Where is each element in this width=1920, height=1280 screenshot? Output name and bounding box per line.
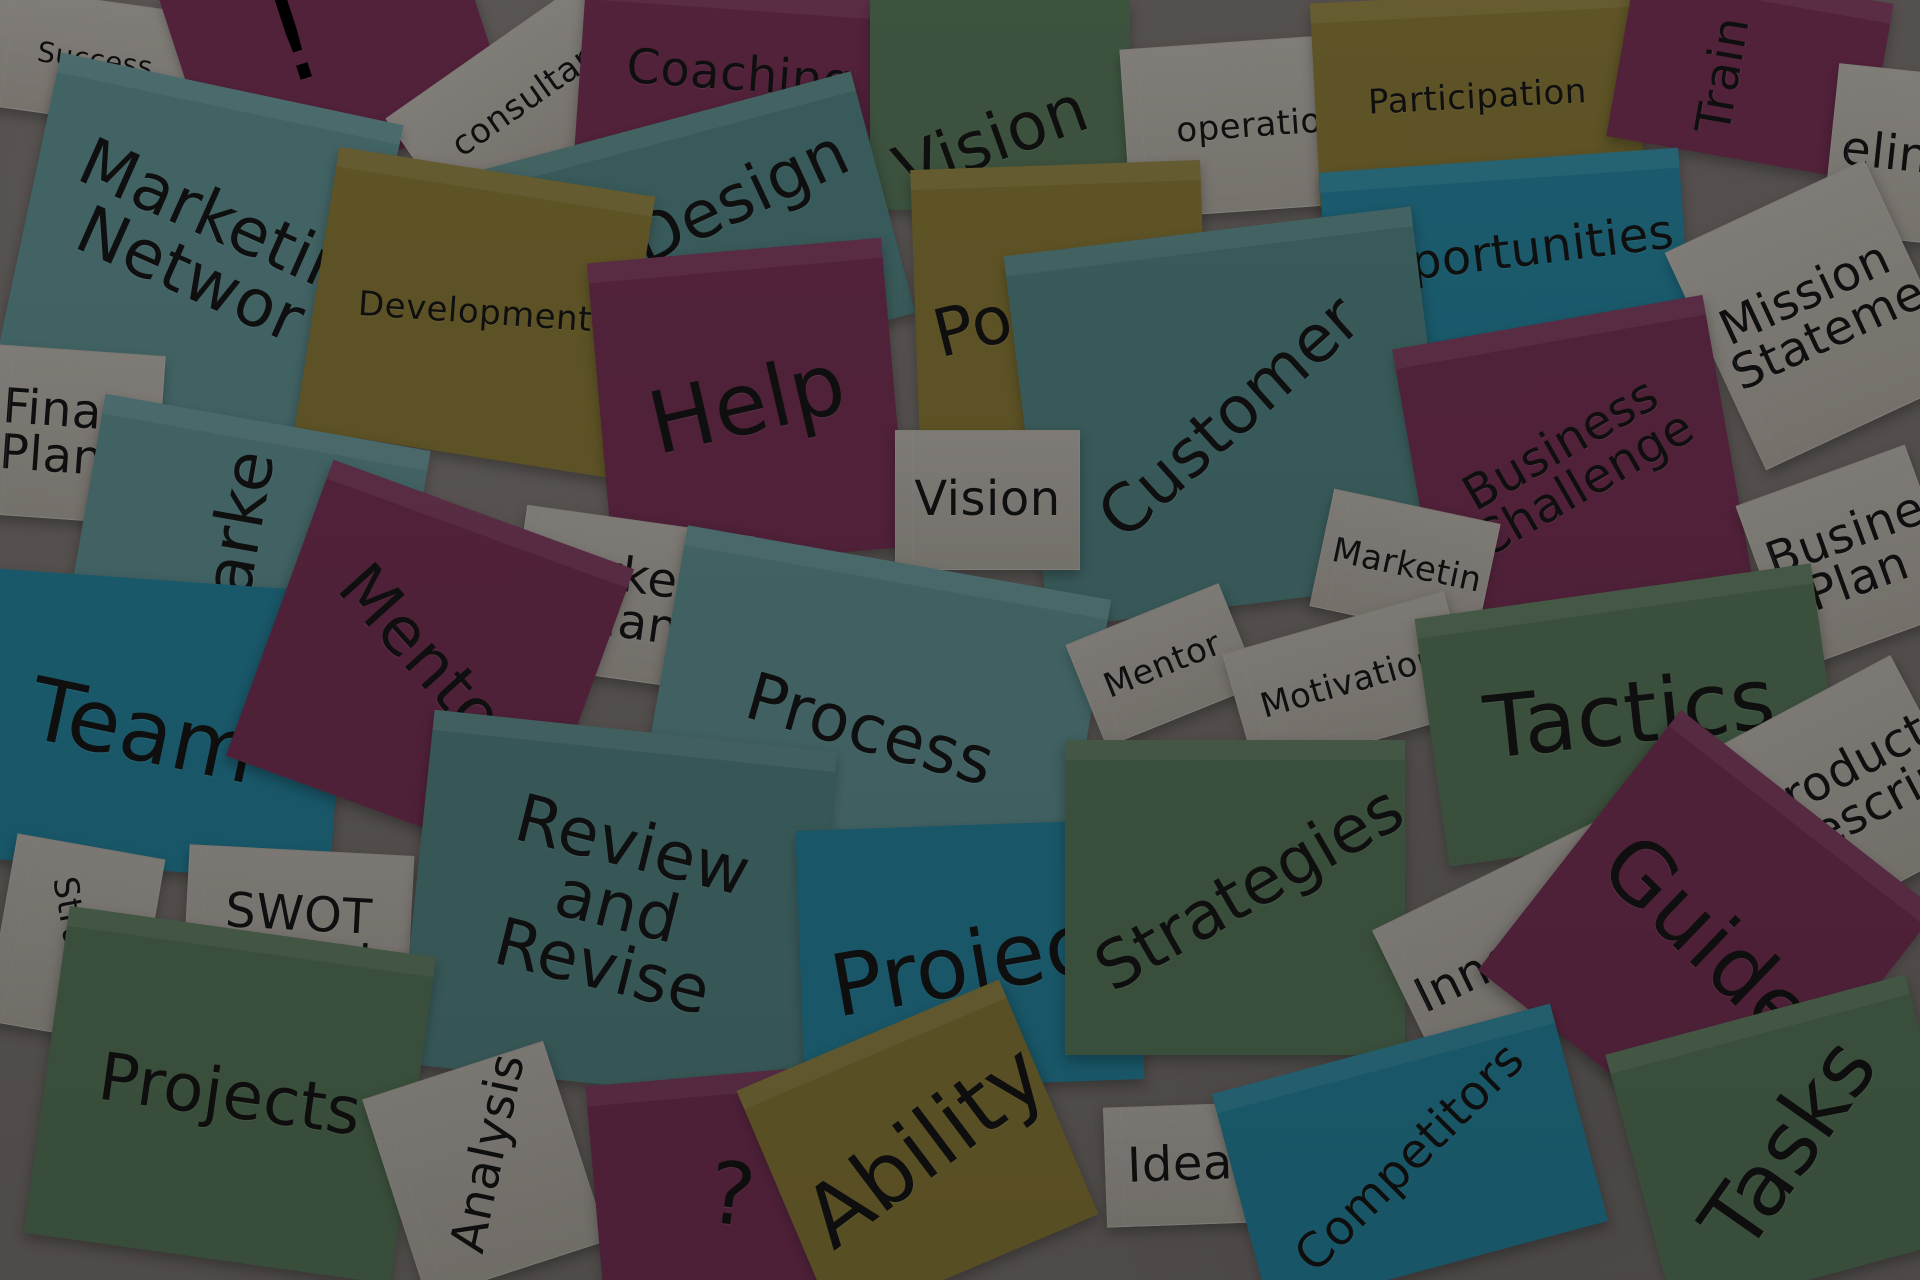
- participation-text: Participation: [1367, 71, 1588, 124]
- mission-statement-text: Mission Statement: [1710, 229, 1920, 403]
- help-text: Help: [639, 333, 856, 476]
- review-revise-text: Review and Revise: [487, 779, 758, 1032]
- tasks-text: Tasks: [1681, 1020, 1898, 1269]
- competitors-text: Competitors: [1283, 1030, 1536, 1280]
- analysis-text: Analysis: [439, 1048, 537, 1258]
- note-projects: Projects: [23, 905, 437, 1280]
- marketing-right-text: Marketin: [1328, 529, 1486, 601]
- training-text: Train: [1685, 12, 1761, 139]
- paper-vision-small: Vision: [895, 430, 1080, 570]
- vision-small-text: Vision: [914, 471, 1061, 528]
- note-strategies: Strategies: [1065, 740, 1417, 1055]
- mentor-small-text: Mentor: [1097, 623, 1227, 707]
- development-text: Development: [356, 284, 594, 341]
- ability-text: Ability: [785, 1023, 1065, 1268]
- note-review-revise: Review and Revise: [397, 709, 838, 1106]
- projects-text: Projects: [93, 1037, 367, 1151]
- strategies-text: Strategies: [1081, 769, 1417, 1008]
